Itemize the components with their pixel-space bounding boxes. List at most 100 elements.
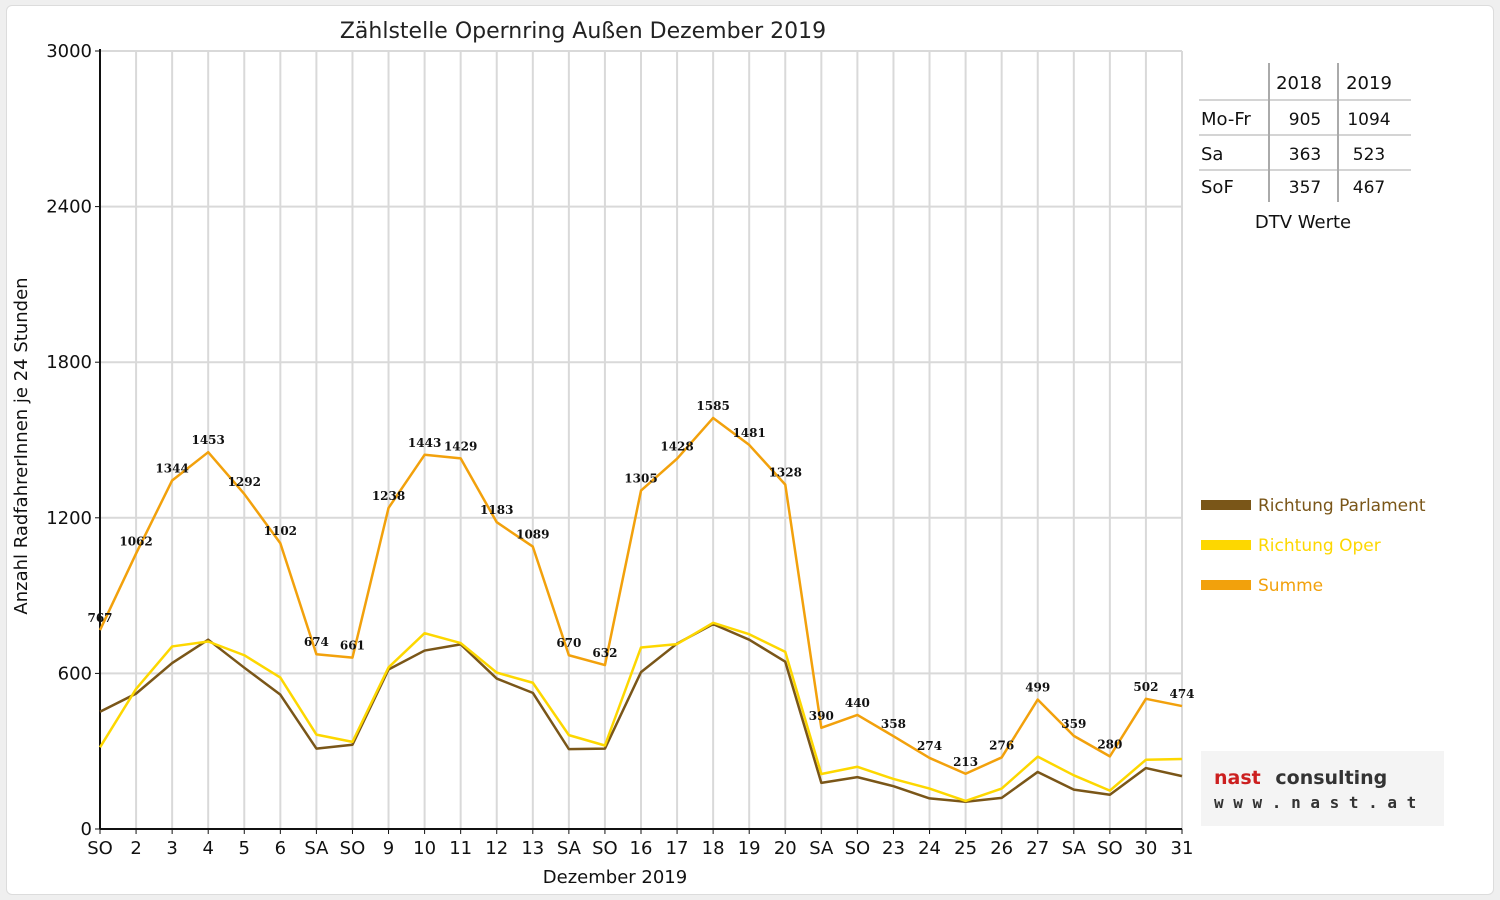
x-tick-label: 24 (918, 838, 941, 859)
series-line-1 (99, 622, 1183, 804)
data-label: 1292 (228, 475, 261, 489)
data-label: 1585 (696, 399, 729, 413)
x-tick-label: SO (592, 838, 618, 859)
x-tick-label: SO (87, 838, 113, 859)
y-tick-label: 3000 (46, 41, 92, 62)
x-tick-label: 6 (275, 838, 286, 859)
legend-swatch (1201, 500, 1251, 510)
x-tick-label: SA (809, 838, 834, 859)
table-header-2018: 2018 (1276, 73, 1322, 94)
axes (95, 49, 1183, 834)
y-tick-label: 0 (81, 819, 92, 840)
data-label: 674 (304, 635, 329, 649)
y-tick-labels: 0 600 1200 1800 2400 3000 (46, 41, 92, 840)
y-axis-title: Anzahl RadfahrerInnen je 24 Stunden (11, 277, 32, 614)
data-label: 440 (845, 696, 870, 710)
table-header-2019: 2019 (1346, 73, 1392, 94)
table-caption: DTV Werte (1255, 212, 1351, 233)
x-tick-label: 25 (954, 838, 977, 859)
legend-entry: Richtung Parlament (1258, 496, 1426, 516)
table-cell: 905 (1289, 110, 1321, 130)
x-tick-label: 20 (774, 838, 797, 859)
data-label: 1344 (155, 461, 188, 475)
logo-url: w w w . n a s t . a t (1214, 793, 1416, 812)
x-tick-label: 30 (1134, 838, 1157, 859)
chart-title: Zählstelle Opernring Außen Dezember 2019 (340, 19, 826, 44)
x-tick-label: 5 (239, 838, 250, 859)
data-label: 276 (989, 738, 1014, 752)
data-label: 1328 (769, 466, 802, 480)
table-cell: 363 (1289, 145, 1321, 165)
legend-swatch (1201, 540, 1251, 550)
data-label: 632 (592, 646, 617, 660)
x-axis-title: Dezember 2019 (543, 867, 687, 888)
data-label: 1305 (624, 472, 657, 486)
data-label: 502 (1133, 680, 1158, 694)
x-tick-label: 17 (666, 838, 689, 859)
x-tick-label: 12 (485, 838, 508, 859)
chart-frame: Zählstelle Opernring Außen Dezember 2019… (6, 5, 1494, 895)
x-tick-label: SA (304, 838, 329, 859)
x-tick-label: 4 (202, 838, 213, 859)
data-label: 1183 (480, 503, 513, 517)
logo-wordmark: nast consulting (1214, 767, 1387, 789)
x-tick-label: 11 (449, 838, 472, 859)
data-label: 1428 (660, 440, 693, 454)
data-label: 358 (881, 717, 906, 731)
x-tick-labels: SO 2 3 4 5 6 SA SO 9 10 11 12 13 SA SO 16 17 18 19 20 SA SO 23… (87, 838, 1193, 859)
x-tick-label: 26 (990, 838, 1013, 859)
table-row-label: Sa (1201, 144, 1223, 165)
logo-background (1201, 751, 1444, 826)
x-tick-label: 27 (1026, 838, 1049, 859)
x-tick-label: 10 (413, 838, 436, 859)
dtv-table: 2018 2019 Mo-Fr 905 1094 Sa 363 523 SoF … (1199, 63, 1411, 233)
data-label: 499 (1025, 681, 1050, 695)
x-tick-label: SA (557, 838, 582, 859)
data-label: 1062 (119, 535, 152, 549)
x-tick-label: 3 (166, 838, 177, 859)
data-label: 474 (1169, 687, 1194, 701)
legend: Richtung Parlament Richtung Oper Summe (1201, 496, 1426, 596)
x-tick-label: 16 (630, 838, 653, 859)
data-label: 1481 (732, 426, 765, 440)
legend-entry: Summe (1258, 576, 1323, 596)
y-tick-label: 600 (58, 663, 92, 684)
x-tick-label: 19 (738, 838, 761, 859)
line-chart: Zählstelle Opernring Außen Dezember 2019… (11, 19, 1444, 888)
table-cell: 357 (1289, 178, 1321, 198)
table-cell: 1094 (1347, 110, 1390, 130)
data-label: 1443 (408, 436, 441, 450)
data-label: 1089 (516, 528, 549, 542)
x-tick-label: SO (340, 838, 366, 859)
data-label: 1102 (264, 524, 297, 538)
data-label: 767 (87, 611, 112, 625)
data-label: 1453 (191, 433, 224, 447)
data-label: 661 (340, 639, 365, 653)
y-tick-label: 2400 (46, 197, 92, 218)
data-label: 670 (556, 636, 581, 650)
y-tick-label: 1200 (46, 508, 92, 529)
gridlines (100, 50, 1183, 829)
data-label: 213 (953, 755, 978, 769)
nast-logo: nast consulting w w w . n a s t . a t (1201, 751, 1444, 826)
series-line-2 (98, 621, 1183, 803)
data-label: 390 (809, 709, 834, 723)
data-label: 359 (1061, 717, 1086, 731)
x-tick-label: 18 (702, 838, 725, 859)
x-tick-label: 23 (882, 838, 905, 859)
table-cell: 523 (1353, 145, 1385, 165)
data-label: 1429 (444, 439, 477, 453)
legend-entry: Richtung Oper (1258, 536, 1381, 556)
data-label: 274 (917, 739, 942, 753)
x-tick-label: SO (1097, 838, 1123, 859)
logo-word-nast: nast (1214, 767, 1261, 789)
logo-word-consulting: consulting (1275, 767, 1387, 789)
data-label: 1238 (372, 489, 405, 503)
legend-swatch (1201, 580, 1251, 590)
x-tick-label: 31 (1171, 838, 1194, 859)
x-tick-label: SO (845, 838, 871, 859)
table-row-label: Mo-Fr (1201, 109, 1251, 130)
x-tick-label: 2 (130, 838, 141, 859)
series-lines (98, 416, 1183, 804)
